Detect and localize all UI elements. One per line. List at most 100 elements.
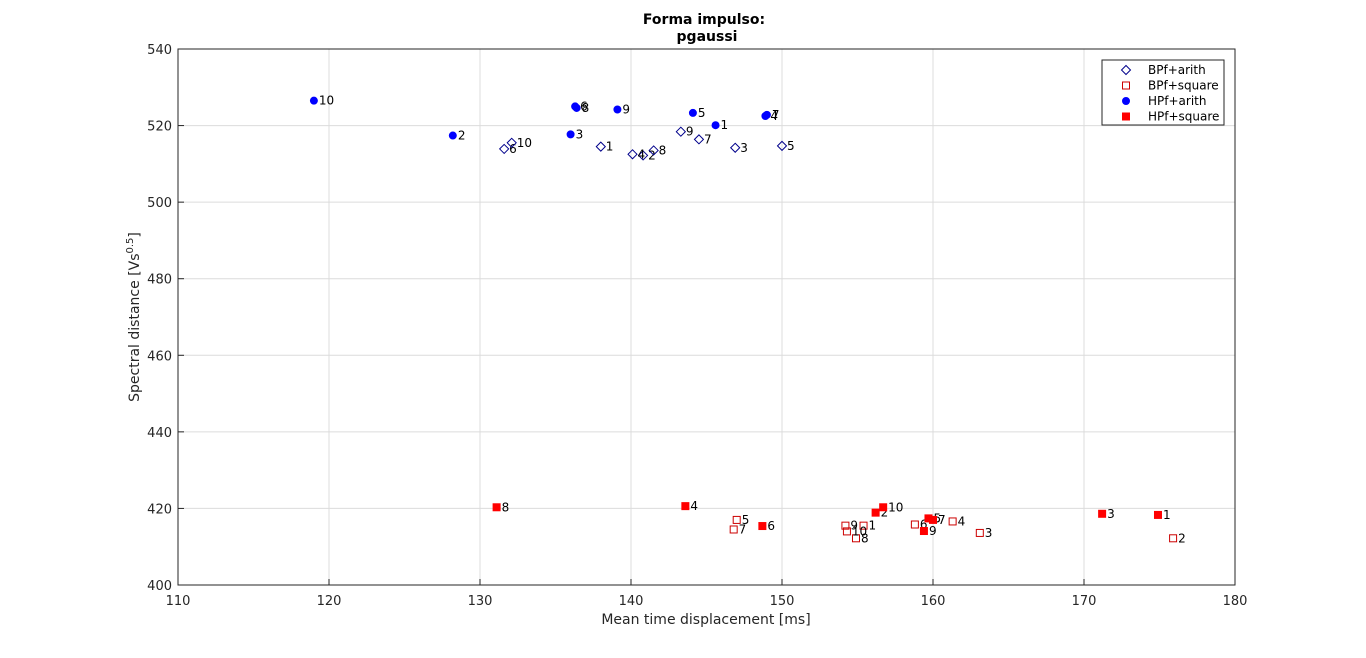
data-point-label: 1 bbox=[606, 140, 614, 154]
y-axis-label-main: Spectral distance [Vs bbox=[127, 254, 143, 402]
y-axis-label-end: ] bbox=[127, 232, 143, 237]
y-tick-label: 420 bbox=[147, 502, 172, 517]
data-point bbox=[637, 150, 649, 161]
data-point-label: 3 bbox=[576, 127, 584, 141]
data-point-label: 8 bbox=[659, 143, 667, 157]
data-point-label: 1 bbox=[721, 118, 729, 132]
x-axis-label: Mean time displacement [ms] bbox=[601, 612, 810, 628]
x-tick-label: 150 bbox=[770, 594, 795, 609]
y-tick-label: 400 bbox=[147, 579, 172, 594]
data-point bbox=[879, 503, 888, 512]
data-point bbox=[948, 517, 957, 526]
data-point-label: 3 bbox=[740, 141, 748, 155]
data-point-label: 8 bbox=[502, 500, 510, 514]
chart-title-line-2: pgaussi bbox=[677, 29, 738, 45]
plot-area-frame bbox=[177, 48, 1236, 586]
data-point-label: 3 bbox=[985, 526, 993, 540]
legend-marker bbox=[1120, 64, 1132, 76]
data-point-label: 4 bbox=[958, 514, 966, 528]
legend-marker bbox=[1122, 112, 1130, 121]
data-point-label: 7 bbox=[772, 108, 780, 122]
data-point bbox=[566, 130, 575, 139]
x-tick-label: 170 bbox=[1072, 594, 1097, 609]
y-tick-label: 540 bbox=[147, 43, 172, 58]
legend-entry-label: HPf+arith bbox=[1148, 94, 1206, 108]
data-point bbox=[648, 145, 659, 156]
x-tick-label: 130 bbox=[468, 594, 493, 609]
x-tick-label: 180 bbox=[1223, 594, 1248, 609]
data-point-label: 8 bbox=[582, 101, 590, 115]
data-point bbox=[688, 108, 697, 117]
data-point bbox=[871, 508, 880, 517]
data-point bbox=[919, 527, 928, 536]
data-point bbox=[859, 521, 868, 530]
data-point-label: 4 bbox=[690, 499, 698, 513]
grid-lines bbox=[177, 48, 1236, 586]
data-point-label: 3 bbox=[1107, 507, 1115, 521]
data-point bbox=[572, 103, 581, 112]
data-point-label: 9 bbox=[686, 125, 694, 139]
data-point-label: 10 bbox=[319, 94, 334, 108]
data-point bbox=[776, 140, 788, 152]
data-point bbox=[675, 126, 687, 137]
data-point bbox=[729, 142, 741, 153]
legend-entry-label: HPf+square bbox=[1148, 110, 1219, 124]
data-point bbox=[492, 503, 501, 512]
y-axis-label-sup: 0.5 bbox=[125, 238, 136, 254]
data-point-label: 1 bbox=[869, 519, 877, 533]
data-point-label: 4 bbox=[638, 147, 646, 161]
data-point-label: 2 bbox=[1178, 531, 1186, 545]
data-point-label: 4 bbox=[770, 109, 778, 123]
data-point-label: 6 bbox=[509, 142, 517, 156]
data-point bbox=[851, 534, 860, 543]
data-point bbox=[627, 149, 638, 160]
data-point bbox=[693, 134, 705, 145]
data-point bbox=[762, 110, 771, 119]
data-point bbox=[1153, 510, 1162, 519]
data-point-label: 6 bbox=[580, 99, 588, 113]
data-point-label: 6 bbox=[767, 519, 775, 533]
data-point bbox=[506, 137, 517, 149]
data-point bbox=[1169, 534, 1178, 543]
data-point bbox=[975, 528, 984, 537]
data-point-label: 7 bbox=[938, 513, 946, 527]
data-point bbox=[1098, 509, 1107, 518]
y-tick-label: 500 bbox=[147, 196, 172, 211]
data-point-label: 5 bbox=[698, 106, 706, 120]
data-point-label: 10 bbox=[888, 500, 903, 514]
y-tick-label: 480 bbox=[147, 273, 172, 288]
y-tick-label: 440 bbox=[147, 426, 172, 441]
data-point bbox=[929, 515, 937, 524]
x-tick-label: 120 bbox=[317, 594, 342, 609]
data-point-label: 8 bbox=[861, 531, 869, 545]
data-point bbox=[729, 525, 738, 534]
data-point-label: 9 bbox=[929, 524, 937, 538]
data-point-label: 7 bbox=[704, 132, 712, 146]
legend-entry-label: BPf+square bbox=[1148, 79, 1219, 93]
series-bpf-arith: 1 2 3 4 5 6 7 8 9 10 bbox=[498, 125, 795, 162]
legend-entry-label: BPf+arith bbox=[1148, 63, 1206, 77]
series-hpf-arith: 1 2 3 4 5 6 7 8 9 10 bbox=[309, 94, 780, 143]
y-axis-label: Spectral distance [Vs0.5] bbox=[125, 232, 143, 402]
data-point bbox=[498, 143, 510, 155]
data-point bbox=[910, 520, 919, 529]
legend-marker bbox=[1122, 97, 1130, 105]
y-tick-label: 460 bbox=[147, 349, 172, 364]
data-point-label: 1 bbox=[1163, 508, 1171, 522]
data-point bbox=[681, 502, 690, 511]
data-point-label: 5 bbox=[933, 511, 941, 525]
data-point bbox=[448, 131, 457, 140]
data-point bbox=[732, 515, 741, 524]
data-point-label: 6 bbox=[920, 518, 928, 532]
data-point-label: 2 bbox=[458, 129, 466, 143]
data-point bbox=[711, 121, 720, 130]
x-tick-label: 140 bbox=[619, 594, 644, 609]
data-point bbox=[758, 522, 767, 531]
legend-marker bbox=[1122, 81, 1130, 90]
chart-title-line-1: Forma impulso: bbox=[643, 12, 765, 28]
